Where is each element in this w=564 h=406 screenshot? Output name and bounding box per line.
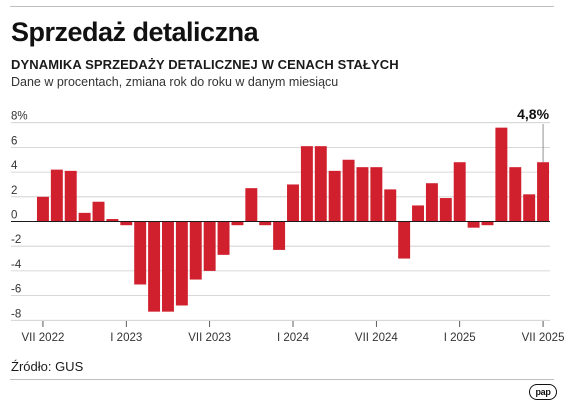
bar <box>523 194 536 222</box>
bar <box>287 184 299 222</box>
page-title: Sprzedaż detaliczna <box>11 17 259 47</box>
bar <box>328 170 341 222</box>
bar <box>384 189 397 222</box>
bar <box>467 221 480 228</box>
top-rule <box>10 6 554 7</box>
chart-subtitle: DYNAMIKA SPRZEDAŻY DETALICZNEJ W CENACH … <box>11 57 399 72</box>
bar <box>300 146 313 222</box>
bar <box>342 159 355 222</box>
y-tick-label: 0 <box>11 210 17 222</box>
y-tick-label: -4 <box>11 259 22 271</box>
bar <box>106 219 119 222</box>
x-tick-label: VII 2025 <box>522 332 564 344</box>
bar <box>64 170 77 222</box>
pap-logo: pap <box>529 384 557 400</box>
bar <box>481 221 494 226</box>
x-tick-label: I 2024 <box>277 332 310 344</box>
bar <box>203 221 216 271</box>
bar <box>134 221 147 285</box>
x-tick-label: I 2025 <box>444 332 476 344</box>
source-note: Źródło: GUS <box>11 359 84 374</box>
bottom-rule <box>10 379 554 380</box>
bar <box>495 127 508 222</box>
bar <box>92 201 105 222</box>
bar <box>259 221 272 226</box>
y-tick-label: 2 <box>11 185 17 197</box>
y-tick-label: -2 <box>11 234 21 246</box>
y-tick-label: -6 <box>11 284 21 296</box>
y-tick-label: 4 <box>11 160 18 172</box>
x-tick-label: VII 2023 <box>188 332 231 344</box>
bar <box>314 146 327 222</box>
bar <box>120 221 133 226</box>
bar <box>398 221 411 259</box>
bar <box>509 167 522 222</box>
bar <box>412 205 425 222</box>
bar <box>36 196 49 222</box>
bar <box>189 221 202 280</box>
bar <box>217 221 230 255</box>
y-tick-label: 8% <box>11 111 28 123</box>
x-tick-label: I 2023 <box>110 332 142 344</box>
bar <box>231 221 244 226</box>
bar <box>161 221 174 312</box>
bar <box>439 198 452 222</box>
x-tick-label: VII 2022 <box>22 332 65 344</box>
y-tick-label: -8 <box>11 308 21 320</box>
bar <box>175 221 188 306</box>
bar <box>537 162 550 222</box>
bar <box>356 167 369 222</box>
bar <box>50 169 63 222</box>
bar <box>453 162 466 222</box>
bar <box>425 183 438 222</box>
bar <box>148 221 161 312</box>
y-tick-label: 6 <box>11 135 17 147</box>
x-tick-label: VII 2024 <box>355 332 398 344</box>
annotation-label: 4,8% <box>517 106 549 122</box>
bar <box>78 212 91 222</box>
chart-description: Dane w procentach, zmiana rok do roku w … <box>11 75 339 89</box>
bar <box>370 167 383 222</box>
bar <box>245 188 258 222</box>
bar <box>273 221 286 250</box>
